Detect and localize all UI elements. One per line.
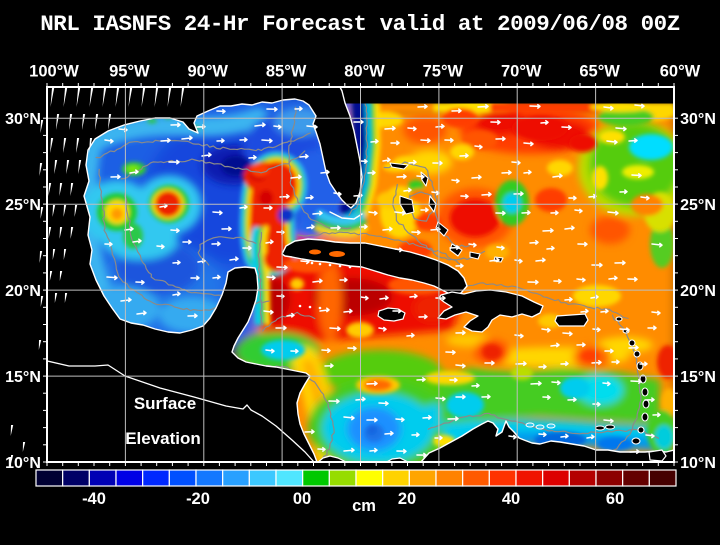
svg-text:00: 00 <box>293 490 311 508</box>
svg-text:20°N: 20°N <box>680 283 716 300</box>
svg-text:15°N: 15°N <box>680 369 716 386</box>
svg-text:cm: cm <box>352 497 376 515</box>
svg-text:40: 40 <box>502 490 520 508</box>
svg-text:60: 60 <box>606 490 624 508</box>
svg-text:Elevation: Elevation <box>125 429 201 448</box>
svg-text:30°N: 30°N <box>680 111 716 128</box>
svg-text:-40: -40 <box>82 490 106 508</box>
svg-text:65°W: 65°W <box>579 63 620 81</box>
svg-text:100°W: 100°W <box>29 63 79 81</box>
svg-text:30°N: 30°N <box>5 111 41 128</box>
svg-text:70°W: 70°W <box>501 63 542 81</box>
svg-text:25°N: 25°N <box>5 197 41 214</box>
svg-text:NRL IASNFS 24-Hr Forecast val: NRL IASNFS 24-Hr Forecast valid at 2009/… <box>40 11 680 37</box>
svg-text:75°W: 75°W <box>423 63 464 81</box>
svg-text:80°W: 80°W <box>344 63 385 81</box>
svg-text:25°N: 25°N <box>680 197 716 214</box>
svg-text:10°N: 10°N <box>680 455 716 472</box>
svg-text:15°N: 15°N <box>5 369 41 386</box>
svg-text:95°W: 95°W <box>109 63 150 81</box>
svg-text:60°W: 60°W <box>660 63 701 81</box>
svg-text:Surface: Surface <box>134 394 196 413</box>
svg-text:20°N: 20°N <box>5 283 41 300</box>
svg-text:-20: -20 <box>186 490 210 508</box>
svg-text:85°W: 85°W <box>266 63 307 81</box>
svg-text:10°N: 10°N <box>5 455 41 472</box>
svg-text:90°W: 90°W <box>187 63 228 81</box>
svg-text:20: 20 <box>398 490 416 508</box>
